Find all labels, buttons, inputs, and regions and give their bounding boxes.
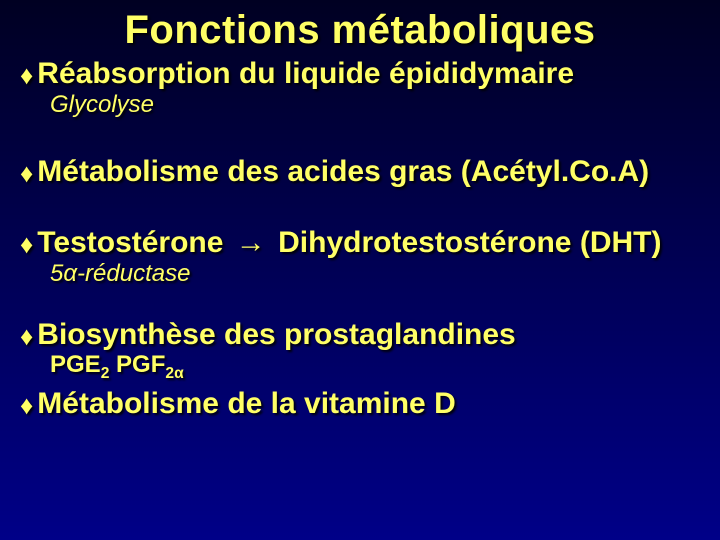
bullet-text-5: Métabolisme de la vitamine D xyxy=(37,385,455,423)
bullet-row-3: ♦ Testostérone → Dihydrotestostérone (DH… xyxy=(20,224,700,262)
slide-title: Fonctions métaboliques xyxy=(20,8,700,53)
pgf-label: PGF xyxy=(116,351,165,378)
spacer xyxy=(20,190,700,224)
diamond-icon: ♦ xyxy=(20,153,37,190)
bullet-text-2: Métabolisme des acides gras (Acétyl.Co.A… xyxy=(37,153,649,191)
subtext-4: PGE2 PGF2α xyxy=(50,351,700,383)
arrow-icon: → xyxy=(232,226,270,259)
bullet-text-3: Testostérone → Dihydrotestostérone (DHT) xyxy=(37,224,661,262)
slide: Fonctions métaboliques ♦ Réabsorption du… xyxy=(0,0,720,540)
bullet-row-1: ♦ Réabsorption du liquide épididymaire xyxy=(20,55,700,93)
text-3a: Testostérone xyxy=(37,226,232,259)
spacer xyxy=(20,119,700,153)
bullet-text-1: Réabsorption du liquide épididymaire xyxy=(37,55,574,93)
diamond-icon: ♦ xyxy=(20,224,37,261)
diamond-icon: ♦ xyxy=(20,385,37,422)
diamond-icon: ♦ xyxy=(20,55,37,92)
bullet-row-4: ♦ Biosynthèse des prostaglandines xyxy=(20,316,700,354)
pge-label: PGE xyxy=(50,351,101,378)
subtext-1: Glycolyse xyxy=(50,91,700,119)
bullet-row-2: ♦ Métabolisme des acides gras (Acétyl.Co… xyxy=(20,153,700,191)
text-3b: Dihydrotestostérone (DHT) xyxy=(270,226,662,259)
pgf-sub: 2α xyxy=(165,365,183,382)
subtext-3: 5α-réductase xyxy=(50,260,700,288)
spacer xyxy=(20,288,700,316)
bullet-text-4: Biosynthèse des prostaglandines xyxy=(37,316,515,354)
bullet-row-5: ♦ Métabolisme de la vitamine D xyxy=(20,385,700,423)
diamond-icon: ♦ xyxy=(20,316,37,353)
